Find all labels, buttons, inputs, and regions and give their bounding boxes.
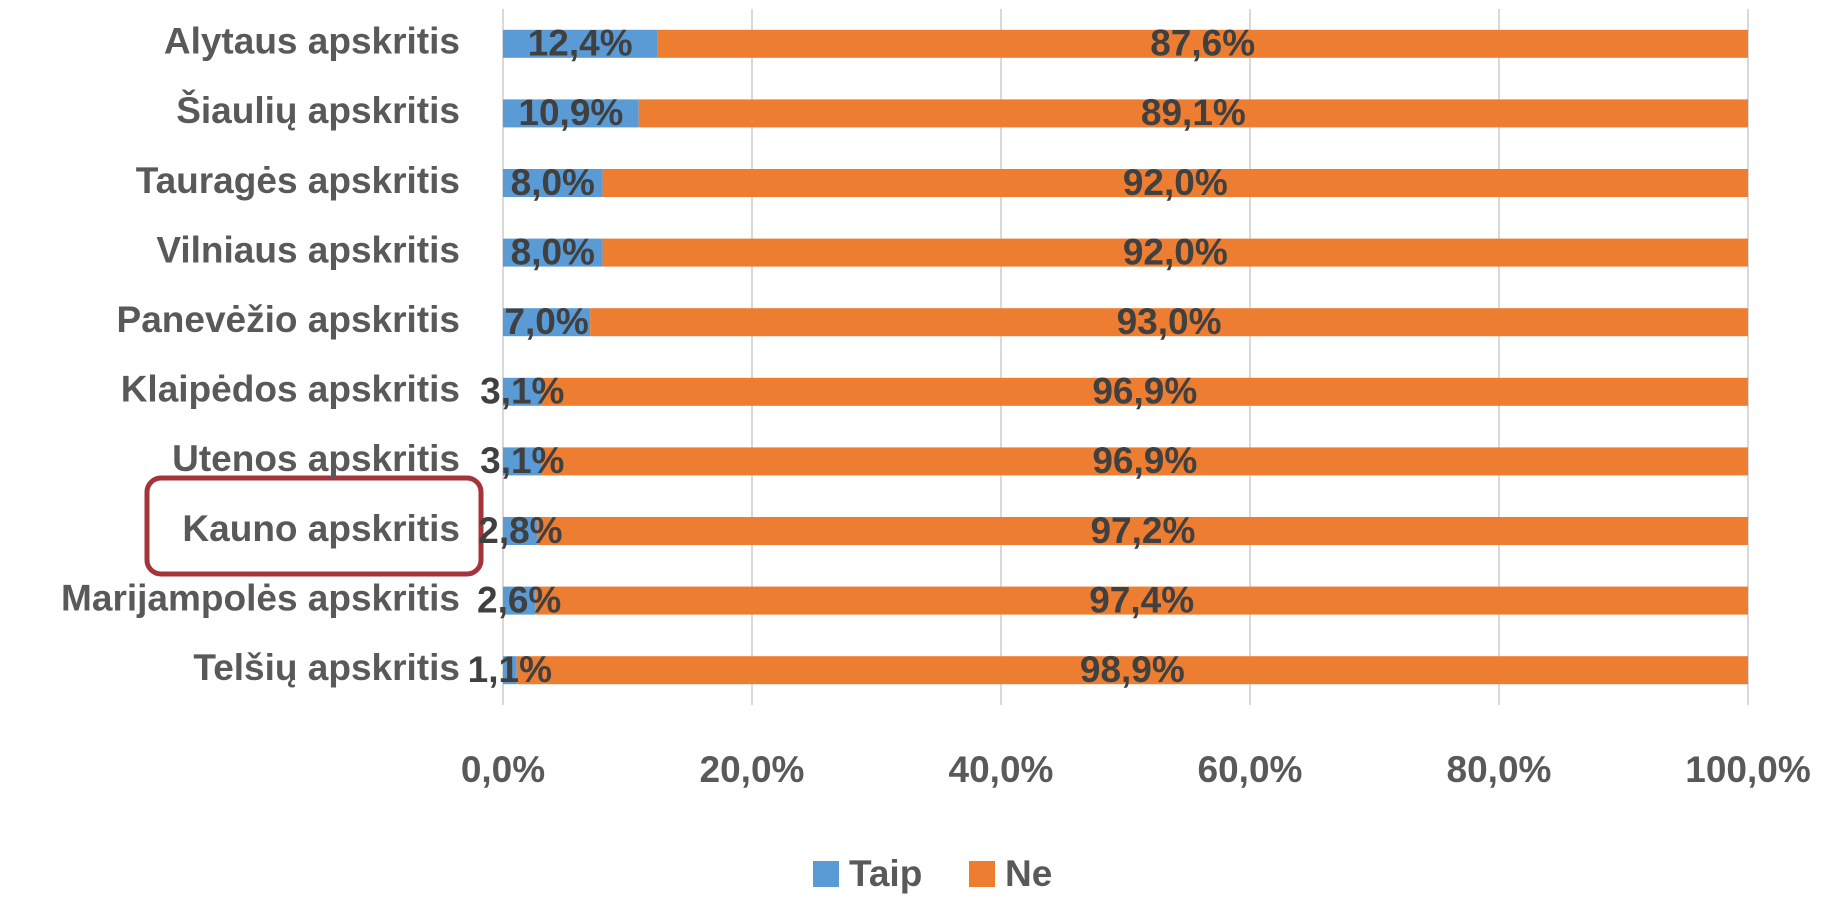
- category-label: Vilniaus apskritis: [156, 229, 460, 270]
- category-label: Panevėžio apskritis: [117, 299, 460, 340]
- bar-segment: [503, 377, 542, 406]
- data-label: 98,9%: [1080, 649, 1185, 690]
- category-label: Alytaus apskritis: [164, 21, 460, 62]
- data-label: 8,0%: [511, 162, 595, 203]
- data-label: 92,0%: [1123, 162, 1228, 203]
- x-tick-label: 40,0%: [949, 749, 1054, 790]
- data-label: 3,1%: [480, 440, 564, 481]
- data-label: 10,9%: [518, 92, 623, 133]
- bar-segment: [503, 447, 542, 476]
- data-label: 97,4%: [1089, 579, 1194, 620]
- bar-segment: [602, 169, 1748, 197]
- data-label: 8,0%: [511, 231, 595, 272]
- bar-segment: [503, 586, 536, 615]
- highlight-box: [144, 475, 484, 577]
- x-tick-label: 0,0%: [461, 749, 545, 790]
- bar-segment: [541, 377, 1748, 406]
- category-label: Kauno apskritis: [182, 508, 460, 549]
- bar-segment: [503, 99, 639, 128]
- category-label: Marijampolės apskritis: [61, 577, 460, 618]
- data-label: 3,1%: [480, 371, 564, 412]
- data-label: 96,9%: [1092, 440, 1197, 481]
- data-label: 12,4%: [528, 23, 633, 64]
- data-label: 89,1%: [1141, 92, 1246, 133]
- bar-segment: [503, 169, 603, 197]
- data-label: 92,0%: [1123, 231, 1228, 272]
- data-label: 97,2%: [1090, 510, 1195, 551]
- category-label: Šiaulių apskritis: [176, 89, 460, 131]
- bar-segment: [503, 308, 591, 337]
- bar-segment: [541, 447, 1748, 476]
- bar-segment: [657, 29, 1748, 58]
- bar-segment: [503, 656, 517, 685]
- bar-segment: [590, 308, 1748, 337]
- data-label: 7,0%: [504, 301, 588, 342]
- category-label: Klaipėdos apskritis: [121, 369, 460, 410]
- legend-swatch: [969, 861, 995, 887]
- bar-segment: [516, 656, 1748, 685]
- data-label: 87,6%: [1150, 23, 1255, 64]
- legend-swatch: [813, 861, 839, 887]
- bar-segment: [602, 238, 1748, 267]
- x-tick-label: 80,0%: [1447, 749, 1552, 790]
- data-label: 96,9%: [1092, 371, 1197, 412]
- category-label: Telšių apskritis: [193, 647, 460, 688]
- x-tick-label: 60,0%: [1198, 749, 1303, 790]
- data-label: 2,6%: [477, 579, 561, 620]
- bar-segment: [535, 586, 1748, 615]
- data-label: 1,1%: [468, 649, 552, 690]
- category-label: Tauragės apskritis: [136, 160, 460, 201]
- category-label: Utenos apskritis: [172, 438, 460, 479]
- x-tick-label: 20,0%: [700, 749, 805, 790]
- bar-segment: [503, 238, 603, 267]
- bar-segment: [638, 99, 1748, 128]
- data-label: 2,8%: [478, 510, 562, 551]
- legend-label: Taip: [849, 853, 922, 894]
- data-label: 93,0%: [1117, 301, 1222, 342]
- bar-segment: [503, 29, 658, 58]
- x-tick-label: 100,0%: [1685, 749, 1811, 790]
- bar-segment: [503, 517, 538, 545]
- legend-label: Ne: [1005, 853, 1052, 894]
- bar-segment: [537, 517, 1748, 545]
